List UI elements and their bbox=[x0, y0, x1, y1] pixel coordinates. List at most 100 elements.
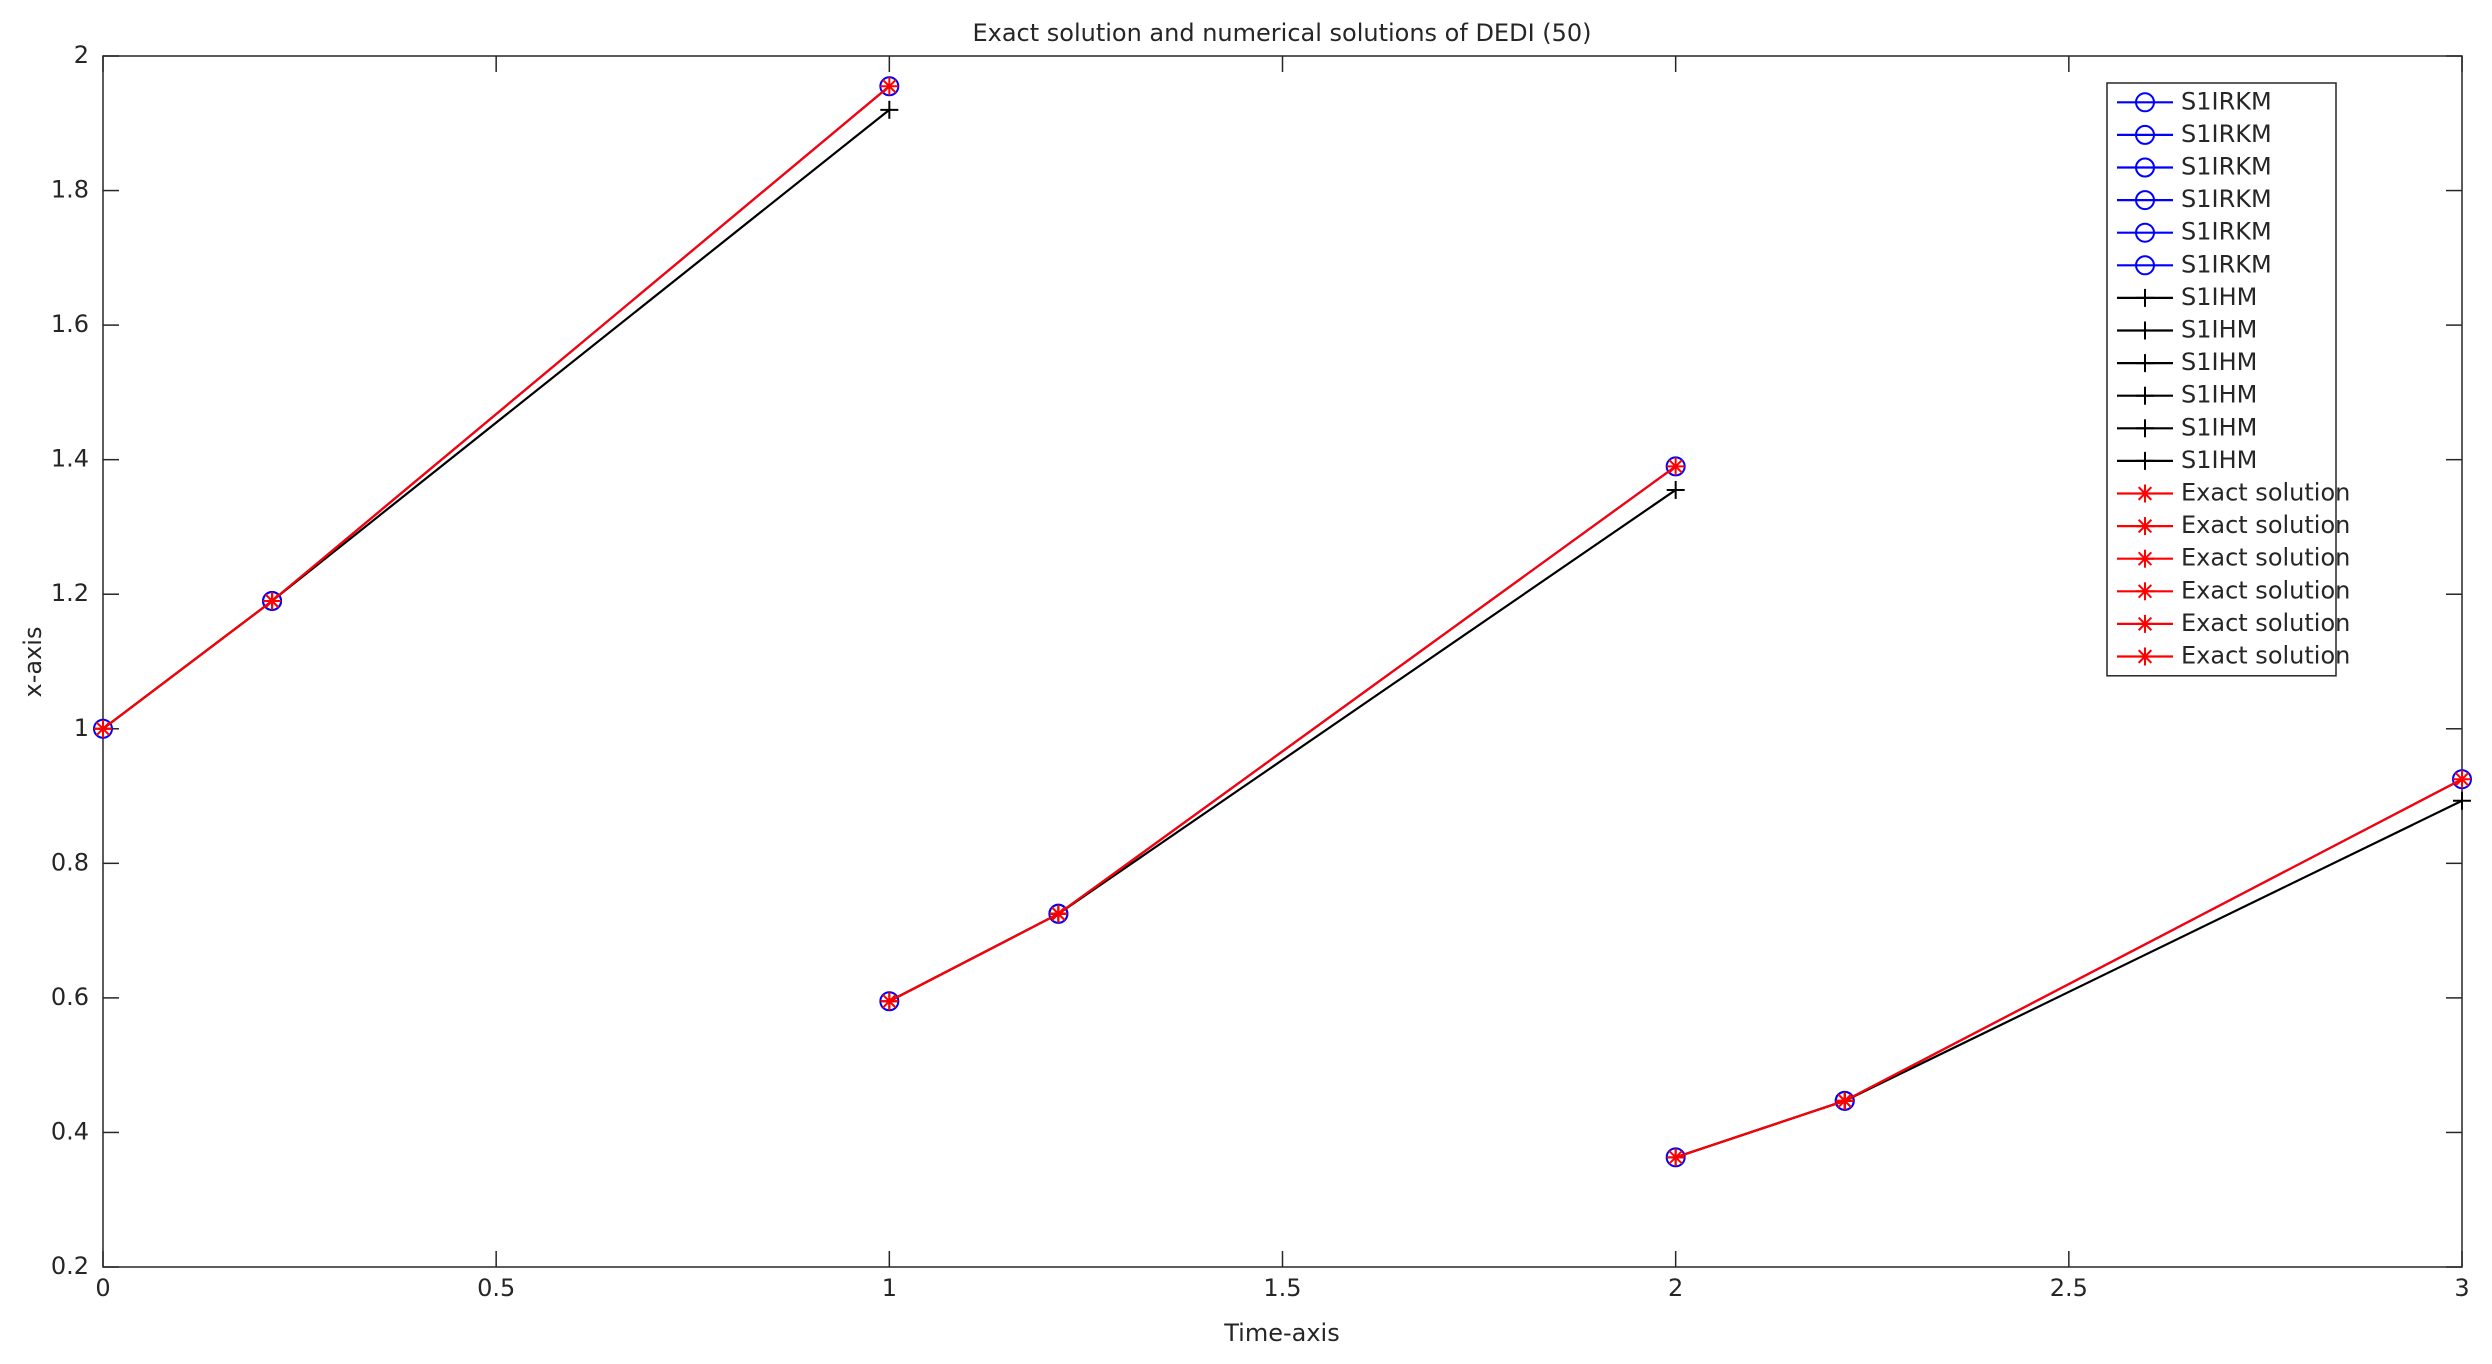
marker-shape bbox=[264, 593, 280, 609]
legend-marker bbox=[2136, 419, 2154, 438]
marker-shape bbox=[2137, 649, 2153, 664]
legend-marker bbox=[2135, 255, 2155, 276]
marker-shape bbox=[2135, 222, 2155, 243]
legend-entry: Exact solution bbox=[2117, 511, 2350, 539]
x-axis-label: Time-axis bbox=[1223, 1319, 1339, 1347]
x-tick-label: 0.5 bbox=[477, 1274, 515, 1302]
marker-shape bbox=[2454, 772, 2470, 787]
legend: S1IRKM S1IRKM S1IRKM S1IRKM S1IRKM S1IRKM S1IH… bbox=[2106, 82, 2350, 677]
series-line bbox=[1844, 778, 2463, 1102]
legend-entry: Exact solution bbox=[2117, 642, 2350, 670]
y-tick-label: 1.8 bbox=[51, 176, 89, 204]
legend-label: Exact solution bbox=[2181, 642, 2350, 670]
legend-entry: Exact solution bbox=[2117, 609, 2350, 637]
legend-box bbox=[2106, 82, 2337, 677]
legend-marker bbox=[2136, 354, 2154, 373]
legend-marker bbox=[2136, 321, 2154, 340]
legend-label: S1IRKM bbox=[2181, 185, 2272, 213]
series-line bbox=[1057, 465, 1677, 915]
data-point bbox=[1666, 480, 1685, 499]
x-tick-label: 3 bbox=[2454, 1274, 2469, 1302]
legend-label: S1IRKM bbox=[2181, 153, 2272, 181]
data-point bbox=[2453, 791, 2471, 810]
data-point bbox=[880, 100, 899, 119]
legend-label: S1IRKM bbox=[2181, 87, 2272, 115]
y-tick-label: 1.4 bbox=[51, 445, 89, 473]
legend-label: Exact solution bbox=[2181, 544, 2350, 572]
legend-label: Exact solution bbox=[2181, 576, 2350, 604]
x-tick-label: 1 bbox=[882, 1274, 897, 1302]
x-tick-label: 2 bbox=[1668, 1274, 1683, 1302]
data-point bbox=[1666, 457, 1685, 476]
legend-marker bbox=[2136, 549, 2154, 568]
plot-area bbox=[103, 56, 2462, 1267]
series-line bbox=[102, 600, 273, 730]
data-point bbox=[880, 992, 899, 1011]
legend-marker bbox=[2135, 157, 2155, 178]
data-point bbox=[1049, 904, 1068, 923]
series-line bbox=[271, 85, 891, 602]
legend-label: S1IRKM bbox=[2181, 250, 2272, 278]
marker-shape bbox=[1668, 1150, 1683, 1165]
chart-title: Exact solution and numerical solutions o… bbox=[972, 19, 1591, 47]
series-line bbox=[1844, 799, 2463, 1102]
legend-entry: S1IRKM bbox=[2117, 153, 2272, 181]
series-line bbox=[271, 108, 891, 602]
y-tick-label: 0.4 bbox=[51, 1117, 89, 1145]
legend-label: Exact solution bbox=[2181, 609, 2350, 637]
legend-label: Exact solution bbox=[2181, 511, 2350, 539]
series-line bbox=[1057, 489, 1677, 915]
legend-label: S1IHM bbox=[2181, 283, 2257, 311]
legend-marker bbox=[2136, 288, 2154, 307]
legend-entry: S1IRKM bbox=[2117, 120, 2272, 148]
marker-shape bbox=[2137, 486, 2153, 501]
y-axis-label: x-axis bbox=[19, 627, 47, 698]
legend-marker bbox=[2136, 451, 2154, 470]
data-point bbox=[263, 591, 282, 610]
legend-marker bbox=[2136, 647, 2154, 666]
legend-label: S1IHM bbox=[2181, 413, 2257, 441]
legend-entry: Exact solution bbox=[2117, 479, 2350, 507]
data-point bbox=[1666, 1148, 1685, 1167]
legend-entry: S1IHM bbox=[2117, 381, 2257, 409]
legend-entry: Exact solution bbox=[2117, 576, 2350, 604]
data-point bbox=[880, 77, 899, 96]
legend-marker bbox=[2136, 582, 2154, 601]
marker-shape bbox=[1051, 906, 1066, 921]
legend-marker bbox=[2135, 92, 2155, 113]
legend-marker bbox=[2136, 517, 2154, 536]
plot-frame bbox=[102, 55, 2463, 1268]
x-tick-label: 0 bbox=[95, 1274, 110, 1302]
marker-shape bbox=[2137, 584, 2153, 599]
y-tick-label: 2 bbox=[74, 41, 89, 69]
marker-shape bbox=[1668, 459, 1683, 474]
legend-marker bbox=[2135, 190, 2155, 211]
marker-shape bbox=[2135, 157, 2155, 178]
legend-marker bbox=[2136, 386, 2154, 405]
y-tick-label: 1.2 bbox=[51, 579, 89, 607]
y-tick-label: 0.6 bbox=[51, 983, 89, 1011]
marker-shape bbox=[2137, 616, 2153, 631]
legend-label: S1IHM bbox=[2181, 316, 2257, 344]
legend-label: Exact solution bbox=[2181, 479, 2350, 507]
y-tick-label: 1 bbox=[74, 714, 89, 742]
legend-label: S1IHM bbox=[2181, 446, 2257, 474]
legend-marker bbox=[2136, 484, 2154, 503]
legend-entry: S1IHM bbox=[2117, 446, 2257, 474]
y-tick-label: 1.6 bbox=[51, 310, 89, 338]
legend-entry: S1IRKM bbox=[2117, 218, 2272, 246]
marker-shape bbox=[2137, 551, 2153, 566]
legend-entry: S1IRKM bbox=[2117, 87, 2272, 115]
legend-marker bbox=[2135, 124, 2155, 145]
marker-shape bbox=[2135, 124, 2155, 145]
marker-shape bbox=[2137, 519, 2153, 534]
x-tick-label: 1.5 bbox=[1263, 1274, 1301, 1302]
y-tick-label: 0.2 bbox=[51, 1252, 89, 1280]
data-point bbox=[2453, 770, 2471, 789]
x-tick-label: 2.5 bbox=[2050, 1274, 2088, 1302]
legend-entry: S1IRKM bbox=[2117, 185, 2272, 213]
series-line bbox=[888, 912, 1059, 1003]
data-point bbox=[94, 719, 112, 738]
